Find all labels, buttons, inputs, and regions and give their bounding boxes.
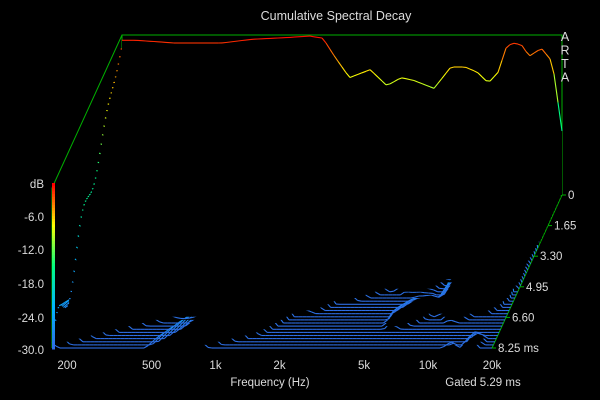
slice-segment <box>159 321 164 324</box>
slice-segment <box>443 320 448 324</box>
slice-segment <box>307 309 312 313</box>
slice-segment <box>320 307 326 311</box>
slice-segment <box>481 341 486 346</box>
slice-segment <box>444 281 450 289</box>
slice-segment <box>420 291 425 294</box>
slice-segment <box>380 328 385 330</box>
slice-segment <box>357 299 362 302</box>
slice-segment <box>451 319 456 323</box>
slice-segment <box>149 343 154 346</box>
slice-segment <box>473 332 478 336</box>
slice-segment <box>469 313 475 318</box>
slice-segment <box>311 311 316 315</box>
slice-segment <box>426 294 431 296</box>
slice-segment <box>440 281 445 287</box>
slice-segment <box>455 321 460 324</box>
slice-segment <box>162 332 168 338</box>
slice-segment <box>92 336 97 340</box>
slice-segment <box>180 325 185 330</box>
slice-segment <box>484 335 489 340</box>
slice-segment <box>393 288 398 292</box>
slice-segment <box>188 316 194 319</box>
slice-segment <box>64 299 69 303</box>
slice-segment <box>438 294 444 298</box>
slice-segment <box>434 295 440 298</box>
slice-segment <box>55 345 61 349</box>
slice-segment <box>384 318 390 321</box>
slice-segment <box>376 292 381 296</box>
slice-segment <box>128 325 133 330</box>
slice-segment <box>422 294 427 297</box>
slice-segment <box>69 343 74 346</box>
waterfall-slices <box>51 35 563 349</box>
slice-segment <box>433 289 438 293</box>
slice-segment <box>439 345 445 349</box>
depth-edge-right <box>491 194 563 349</box>
slice-segment <box>430 294 436 297</box>
slice-segment <box>477 332 482 336</box>
slice-segment <box>468 336 473 340</box>
slice-segment <box>487 309 493 315</box>
slice-segment <box>414 295 420 298</box>
chart-title: Cumulative Spectral Decay <box>261 9 413 23</box>
slice-segment <box>105 334 110 337</box>
slice-segment <box>447 341 453 345</box>
slice-segment <box>389 290 394 293</box>
slice-segment <box>381 322 387 327</box>
slice-segment <box>141 322 147 327</box>
slice-segment <box>409 324 415 327</box>
slice-segment <box>453 342 458 346</box>
slice-segment <box>234 340 239 343</box>
slice-segment <box>403 300 409 305</box>
slice-segment <box>440 316 446 321</box>
slice-segment <box>383 319 388 324</box>
depth-edge-left <box>51 34 123 189</box>
slice-segment <box>187 320 192 324</box>
slice-segment <box>114 328 120 333</box>
slice-segment <box>61 302 67 307</box>
slice-segment <box>410 296 416 299</box>
slice-segment <box>429 288 434 291</box>
slice-segment <box>449 342 454 346</box>
slice-segment <box>257 333 262 336</box>
slice-segment <box>143 345 149 349</box>
slice-segment <box>63 303 68 308</box>
slice-segment <box>207 346 213 349</box>
slice-segment <box>481 333 486 337</box>
slice-segment <box>391 310 396 315</box>
slice-segment <box>396 307 402 311</box>
slice-segment <box>78 337 84 343</box>
slice-segment <box>402 304 407 308</box>
slice-segment <box>185 322 191 327</box>
slice-segment <box>447 319 452 322</box>
slice-segment <box>409 299 414 302</box>
slice-segment <box>455 344 461 348</box>
slice-segment <box>173 327 179 333</box>
slice-segment <box>440 293 445 296</box>
slice-segment <box>413 297 418 301</box>
slice-segment <box>396 326 401 330</box>
slice-segment <box>432 292 437 296</box>
slice-segment <box>430 314 435 318</box>
slice-segment <box>399 291 405 296</box>
slice-segment <box>366 295 372 299</box>
slice-segment <box>464 316 470 321</box>
slice-segment <box>154 340 159 343</box>
slice-segment <box>424 318 430 321</box>
slice-segment <box>176 317 181 319</box>
slice-segment <box>60 302 65 306</box>
slice-segment <box>434 314 439 318</box>
slice-segment <box>385 288 390 293</box>
slice-segment <box>407 300 413 305</box>
